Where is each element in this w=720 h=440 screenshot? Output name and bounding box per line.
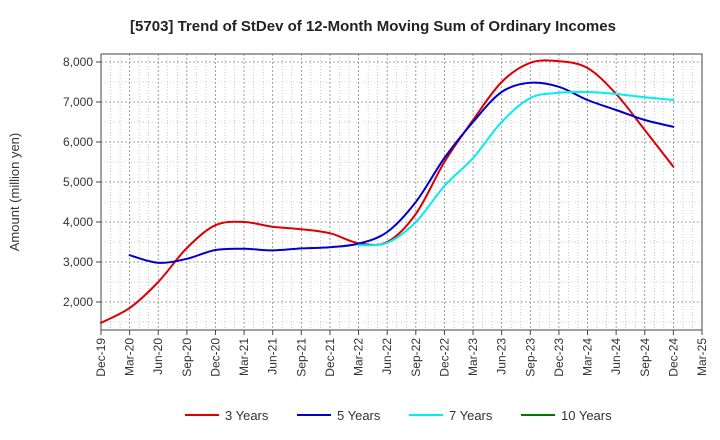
x-tick-label: Jun-24	[609, 338, 623, 375]
y-axis: 2,000 3,000 4,000 5,000 6,000 7,000 8,000	[63, 55, 101, 309]
series-layer	[100, 59, 675, 324]
y-tick-label: 6,000	[63, 135, 93, 149]
plot-area	[100, 53, 703, 331]
x-tick-label: Dec-22	[437, 338, 451, 377]
series-line-5-years	[128, 81, 675, 264]
y-tick-label: 5,000	[63, 175, 93, 189]
x-tick-label: Dec-20	[208, 338, 222, 377]
x-tick-label: Dec-21	[323, 338, 337, 377]
x-tick-label: Sep-22	[409, 338, 423, 377]
x-tick-label: Dec-19	[94, 338, 108, 377]
legend-label-3-years: 3 Years	[225, 408, 269, 423]
x-tick-label: Jun-22	[380, 338, 394, 375]
x-tick-label: Jun-21	[266, 338, 280, 375]
legend-label-7-years: 7 Years	[449, 408, 493, 423]
x-tick-label: Sep-20	[180, 338, 194, 377]
x-tick-label: Mar-24	[581, 338, 595, 376]
legend-label-10-years: 10 Years	[561, 408, 612, 423]
plot-frame	[100, 53, 703, 331]
x-tick-label: Dec-23	[552, 338, 566, 377]
x-tick-label: Mar-21	[237, 338, 251, 376]
x-tick-label: Mar-25	[695, 338, 709, 376]
x-tick-label: Sep-21	[294, 338, 308, 377]
x-tick-label: Dec-24	[666, 338, 680, 377]
series-line-7-years	[357, 90, 675, 247]
y-tick-label: 8,000	[63, 55, 93, 69]
chart-title: [5703] Trend of StDev of 12-Month Moving…	[130, 18, 616, 35]
x-tick-label: Mar-20	[123, 338, 137, 376]
legend: 3 Years 5 Years 7 Years 10 Years	[185, 408, 612, 423]
grid	[101, 54, 702, 330]
x-tick-label: Mar-23	[466, 338, 480, 376]
y-tick-label: 7,000	[63, 95, 93, 109]
legend-label-5-years: 5 Years	[337, 408, 381, 423]
x-tick-label: Jun-23	[495, 338, 509, 375]
y-tick-label: 3,000	[63, 255, 93, 269]
y-tick-label: 4,000	[63, 215, 93, 229]
y-tick-label: 2,000	[63, 295, 93, 309]
x-axis: Dec-19 Mar-20 Jun-20 Sep-20 Dec-20 Mar-21 Jun-…	[94, 330, 709, 377]
y-axis-label: Amount (million yen)	[7, 133, 22, 252]
x-tick-label: Sep-23	[523, 338, 537, 377]
x-tick-label: Jun-20	[151, 338, 165, 375]
x-tick-label: Mar-22	[352, 338, 366, 376]
x-tick-label: Sep-24	[638, 338, 652, 377]
